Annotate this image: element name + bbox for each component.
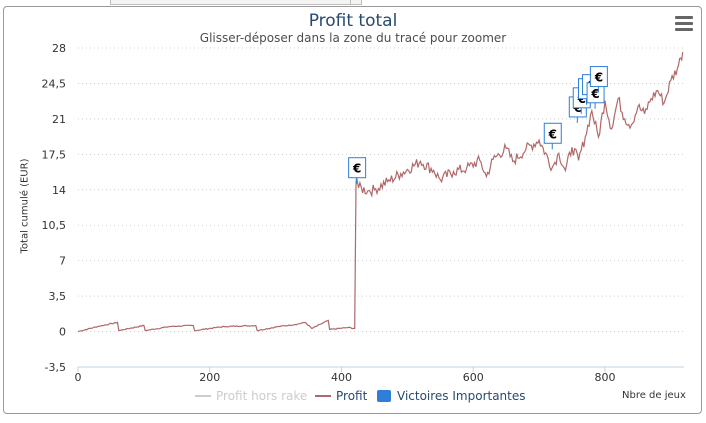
y-axis-title: Total cumulé (EUR) [19, 158, 31, 254]
flag-label: € [352, 162, 361, 176]
menu-line [675, 28, 693, 31]
flags-victoires-importantes[interactable]: €€€€€€€€ [348, 66, 608, 184]
y-tick-label: 7 [59, 255, 66, 268]
legend-symbol [315, 395, 331, 397]
y-tick-label: 24,5 [42, 77, 67, 90]
menu-line [675, 22, 693, 25]
x-axis-ticks: 0 200 400 600 800 [75, 367, 615, 384]
y-tick-label: 21 [52, 113, 66, 126]
y-tick-label: 0 [59, 326, 66, 339]
y-tick-label: 3,5 [49, 290, 67, 303]
y-tick-label: 10,5 [42, 219, 67, 232]
chart-container [3, 6, 702, 414]
y-tick-label: 17,5 [42, 148, 67, 161]
flag-label: € [594, 71, 603, 85]
flag-marker[interactable]: € [586, 82, 605, 109]
top-strip [0, 0, 706, 6]
legend-symbol [377, 390, 391, 402]
flag-marker[interactable]: € [589, 66, 608, 93]
chart-title: Profit total [308, 11, 398, 31]
x-tick-label: 200 [199, 371, 220, 384]
flag-box [589, 66, 608, 88]
y-axis-ticks: -3,5 0 3,5 7 10,5 14 17,5 21 24,5 28 [42, 42, 67, 374]
flag-marker[interactable]: € [348, 157, 367, 184]
x-tick-label: 800 [594, 371, 615, 384]
flag-box [543, 122, 562, 144]
flag-marker[interactable]: € [543, 122, 562, 150]
legend-label: Profit hors rake [216, 389, 308, 403]
chart-menu-button[interactable] [675, 16, 693, 32]
x-axis-title: Nbre de jeux [622, 390, 686, 401]
menu-line [675, 16, 693, 19]
legend-label: Victoires Importantes [397, 389, 526, 403]
chart-subtitle: Glisser-déposer dans la zone du tracé po… [199, 31, 507, 45]
legend-label: Profit [336, 389, 368, 403]
flag-box [348, 157, 367, 179]
y-tick-label: 28 [52, 42, 66, 55]
legend-symbol [195, 395, 211, 397]
legend-item-profit[interactable]: Profit [315, 389, 367, 403]
y-tick-label: 14 [52, 184, 66, 197]
x-tick-label: 600 [463, 371, 484, 384]
series-profit-line[interactable] [77, 52, 684, 333]
flag-label: € [590, 87, 599, 101]
x-tick-label: 0 [75, 371, 82, 384]
flag-label: € [548, 127, 557, 141]
legend-item-victoires-importantes[interactable]: Victoires Importantes [377, 389, 526, 403]
y-tick-label: -3,5 [45, 361, 66, 374]
x-tick-label: 400 [331, 371, 352, 384]
top-strip-handle [350, 0, 362, 5]
legend-item-profit-hors-rake[interactable]: Profit hors rake [195, 389, 307, 403]
